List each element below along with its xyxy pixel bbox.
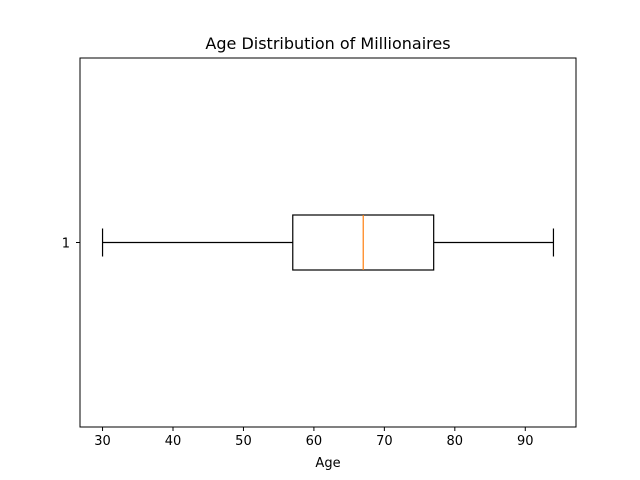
y-axis-ticks: 1: [62, 237, 80, 252]
x-tick-label: 90: [517, 434, 534, 449]
x-axis-label: Age: [315, 456, 340, 471]
y-tick-label: 1: [62, 237, 70, 252]
x-tick-label: 30: [94, 434, 111, 449]
x-tick-label: 40: [165, 434, 182, 449]
x-tick-label: 60: [306, 434, 323, 449]
chart-title: Age Distribution of Millionaires: [205, 34, 450, 53]
x-tick-label: 50: [235, 434, 252, 449]
x-tick-label: 70: [376, 434, 393, 449]
x-tick-label: 80: [447, 434, 464, 449]
x-axis-ticks: 30 40 50 60 70 80 90: [94, 427, 534, 449]
boxplot-group: [101, 214, 555, 271]
